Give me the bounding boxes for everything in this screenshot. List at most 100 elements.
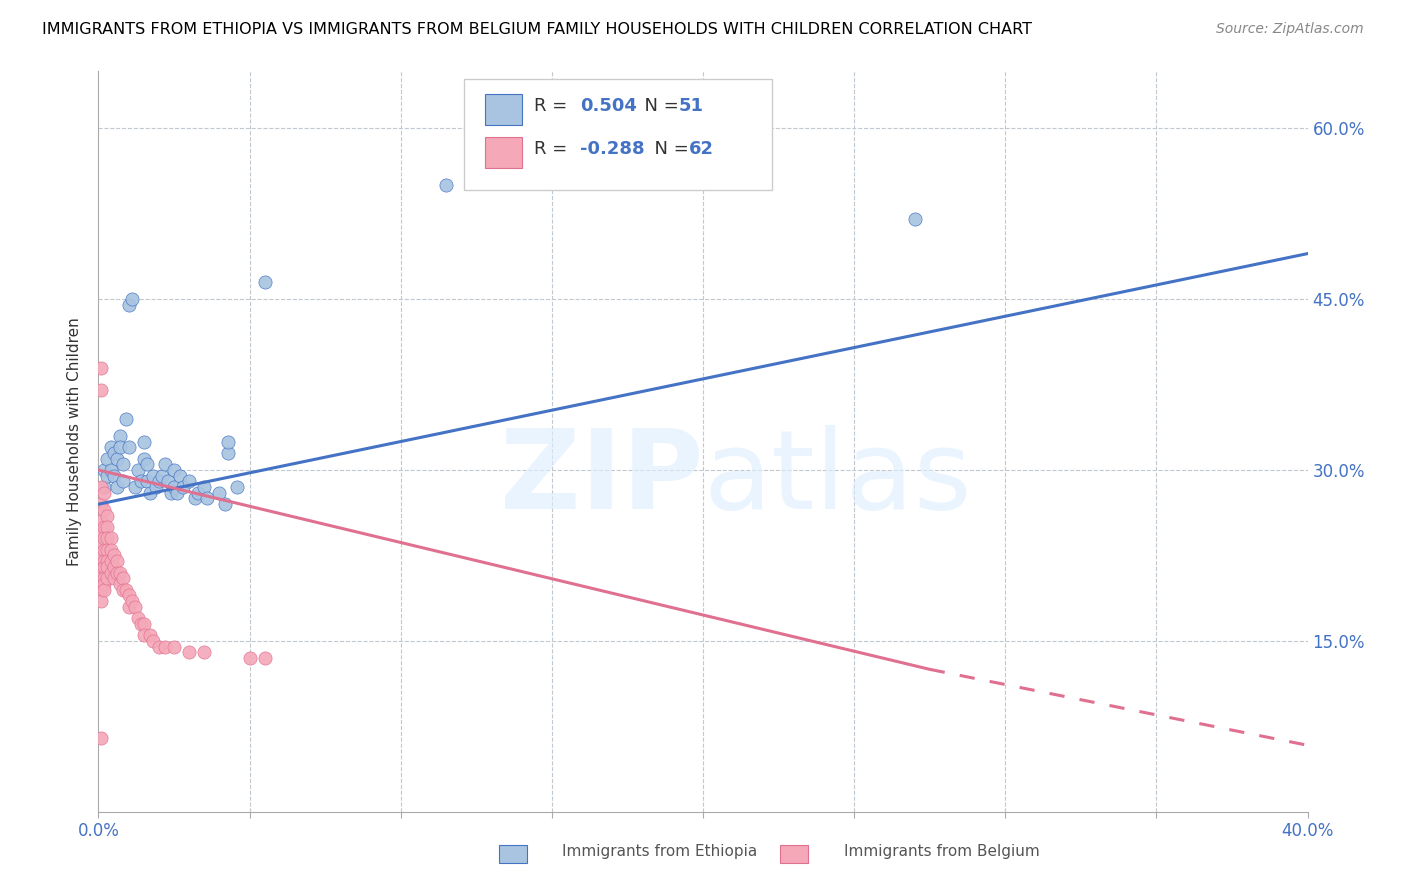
Point	[105, 554, 128, 568]
Text: R =: R =	[534, 97, 572, 115]
Point	[124, 480, 146, 494]
Point	[156, 475, 179, 489]
Point	[100, 463, 122, 477]
Point	[153, 458, 176, 472]
Point	[118, 588, 141, 602]
Point	[434, 178, 457, 193]
Point	[93, 542, 115, 557]
Text: R =: R =	[534, 140, 572, 158]
Point	[108, 429, 131, 443]
Point	[163, 480, 186, 494]
Point	[217, 446, 239, 460]
Point	[103, 571, 125, 585]
Point	[132, 616, 155, 631]
Point	[100, 440, 122, 454]
Point	[160, 485, 183, 500]
Text: -0.288: -0.288	[579, 140, 644, 158]
Point	[121, 292, 143, 306]
Point	[142, 468, 165, 483]
Point	[105, 566, 128, 580]
Point	[118, 599, 141, 614]
Point	[172, 480, 194, 494]
Point	[129, 475, 152, 489]
Point	[195, 491, 218, 506]
Text: N =: N =	[633, 97, 685, 115]
Text: 51: 51	[679, 97, 704, 115]
Point	[93, 485, 115, 500]
Point	[96, 520, 118, 534]
Point	[217, 434, 239, 449]
Point	[90, 497, 112, 511]
Point	[239, 651, 262, 665]
Point	[135, 475, 157, 489]
Point	[135, 458, 157, 472]
Text: atlas: atlas	[703, 425, 972, 532]
Point	[103, 549, 125, 563]
Point	[121, 594, 143, 608]
Point	[108, 566, 131, 580]
Point	[90, 514, 112, 528]
Point	[127, 611, 149, 625]
FancyBboxPatch shape	[485, 136, 522, 168]
Point	[93, 532, 115, 546]
Point	[100, 554, 122, 568]
Point	[90, 525, 112, 540]
Point	[96, 508, 118, 523]
Point	[105, 480, 128, 494]
Point	[90, 571, 112, 585]
Point	[139, 485, 162, 500]
Point	[108, 440, 131, 454]
Point	[100, 542, 122, 557]
Point	[93, 571, 115, 585]
Point	[93, 463, 115, 477]
Point	[96, 542, 118, 557]
Point	[111, 571, 134, 585]
Point	[132, 628, 155, 642]
Point	[93, 520, 115, 534]
Point	[100, 566, 122, 580]
Point	[103, 468, 125, 483]
Point	[148, 640, 170, 654]
Y-axis label: Family Households with Children: Family Households with Children	[67, 318, 83, 566]
Point	[103, 559, 125, 574]
Point	[118, 298, 141, 312]
Point	[93, 582, 115, 597]
Point	[93, 480, 115, 494]
Point	[114, 411, 136, 425]
Point	[96, 571, 118, 585]
FancyBboxPatch shape	[485, 95, 522, 126]
Point	[163, 640, 186, 654]
Point	[93, 503, 115, 517]
Point	[90, 731, 112, 745]
Point	[129, 616, 152, 631]
Text: Immigrants from Belgium: Immigrants from Belgium	[844, 845, 1039, 859]
Point	[111, 475, 134, 489]
Point	[139, 628, 162, 642]
Point	[187, 485, 209, 500]
Point	[253, 651, 276, 665]
FancyBboxPatch shape	[464, 78, 772, 190]
Point	[93, 559, 115, 574]
Point	[253, 275, 276, 289]
Point	[90, 480, 112, 494]
Point	[169, 468, 191, 483]
Point	[127, 463, 149, 477]
Point	[132, 451, 155, 466]
Point	[184, 491, 207, 506]
Point	[118, 440, 141, 454]
Point	[193, 645, 215, 659]
Point	[90, 577, 112, 591]
Text: N =: N =	[643, 140, 695, 158]
Point	[163, 463, 186, 477]
Point	[179, 645, 201, 659]
Point	[90, 582, 112, 597]
Text: ZIP: ZIP	[499, 425, 703, 532]
Point	[111, 458, 134, 472]
Point	[153, 640, 176, 654]
Point	[904, 212, 927, 227]
Point	[93, 577, 115, 591]
Point	[214, 497, 236, 511]
Point	[193, 480, 215, 494]
Point	[108, 577, 131, 591]
Point	[226, 480, 249, 494]
